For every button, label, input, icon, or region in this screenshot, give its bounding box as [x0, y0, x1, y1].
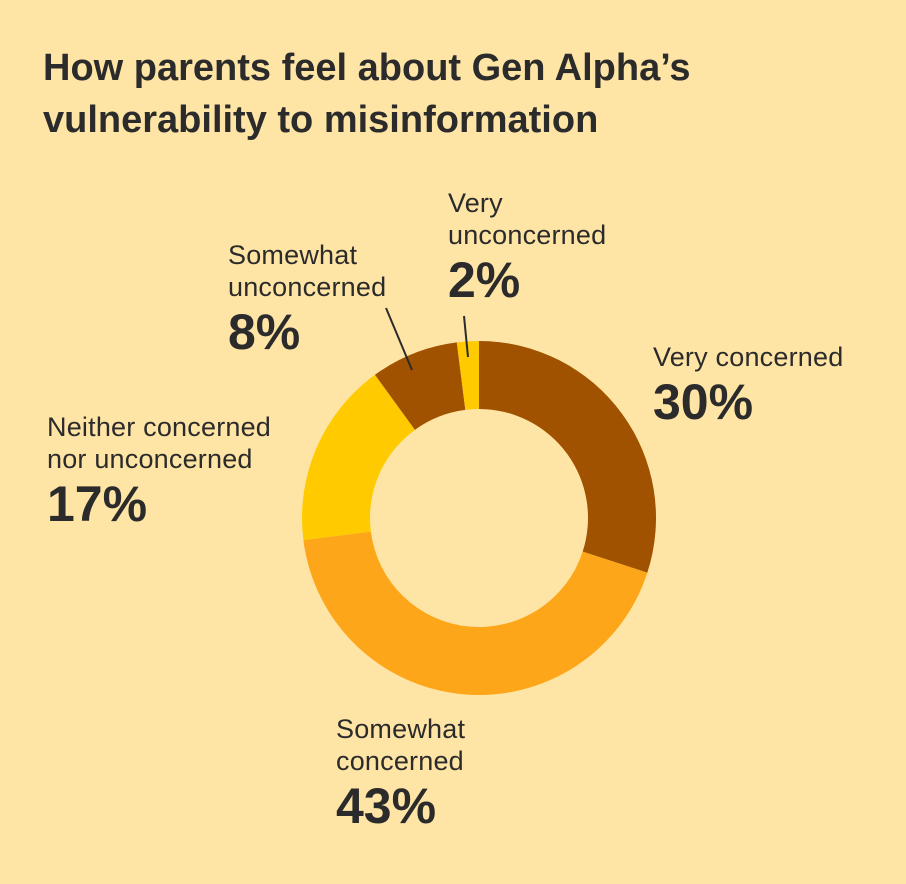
slice-name: Somewhat concerned	[336, 713, 465, 777]
slice-somewhat-concerned	[303, 531, 648, 695]
slice-label-somewhat-concerned: Somewhat concerned 43%	[336, 713, 465, 833]
slice-name-line: Very	[448, 188, 503, 218]
slice-value: 30%	[653, 374, 754, 430]
slice-value: 43%	[336, 778, 437, 834]
leader-line-very-unconcerned	[463, 315, 469, 358]
slice-label-neither: Neither concerned nor unconcerned 17%	[47, 411, 271, 531]
slice-value: 2%	[448, 252, 521, 308]
chart-title-line-1: How parents feel about Gen Alpha’s	[43, 47, 691, 89]
slice-name: Somewhat unconcerned	[228, 239, 386, 303]
leader-line-somewhat-unconcerned	[385, 307, 413, 371]
slice-label-very-concerned: Very concerned 30%	[653, 341, 843, 429]
slice-somewhat-unconcerned	[374, 342, 466, 430]
slice-name-line: Somewhat	[228, 240, 358, 270]
slice-value: 17%	[47, 476, 148, 532]
slice-name-line: Very concerned	[653, 342, 844, 372]
slice-very-concerned	[479, 341, 656, 573]
donut-slices	[302, 341, 656, 695]
slice-name-line: concerned	[336, 746, 464, 776]
slice-very-unconcerned	[456, 341, 479, 410]
slice-name: Very unconcerned	[448, 187, 606, 251]
slice-name-line: unconcerned	[228, 272, 387, 302]
slice-name: Very concerned	[653, 341, 843, 373]
slice-name-line: nor unconcerned	[47, 444, 253, 474]
slice-neither	[302, 374, 415, 541]
slice-name-line: Somewhat	[336, 714, 466, 744]
slice-name-line: unconcerned	[448, 220, 607, 250]
slice-label-somewhat-unconcerned: Somewhat unconcerned 8%	[228, 239, 386, 359]
chart-title: How parents feel about Gen Alpha’s vulne…	[43, 42, 803, 146]
slice-value: 8%	[228, 304, 301, 360]
slice-name: Neither concerned nor unconcerned	[47, 411, 271, 475]
leader-lines	[385, 307, 469, 371]
slice-label-very-unconcerned: Very unconcerned 2%	[448, 187, 606, 307]
slice-name-line: Neither concerned	[47, 412, 272, 442]
chart-title-line-2: vulnerability to misinformation	[43, 99, 599, 141]
